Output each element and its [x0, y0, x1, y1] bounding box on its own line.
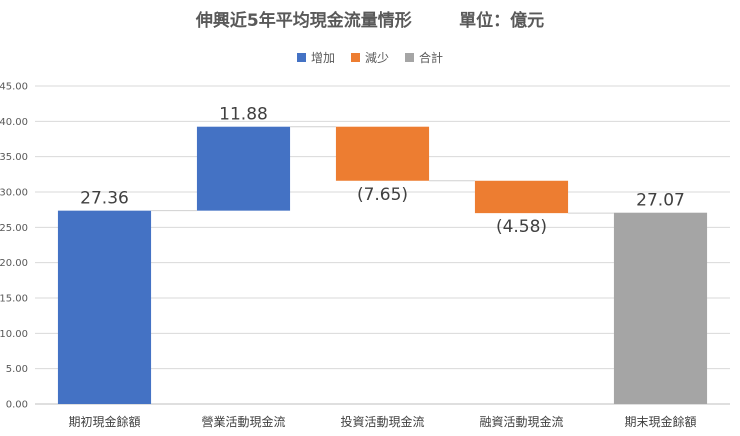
category-label: 投資活動現金流	[340, 414, 424, 429]
legend-swatch-increase	[296, 53, 306, 62]
category-label: 融資活動現金流	[479, 414, 563, 429]
y-tick-label: 40.00	[0, 117, 28, 128]
y-tick-label: 25.00	[0, 223, 28, 234]
y-tick-label: 15.00	[0, 294, 28, 305]
bar-decrease	[335, 126, 430, 181]
y-tick-label: 20.00	[0, 258, 28, 269]
legend-swatch-total	[405, 53, 414, 62]
legend: 增加 減少 合計	[0, 49, 740, 66]
y-tick-label: 45.00	[0, 82, 28, 93]
legend-label-decrease: 減少	[364, 51, 389, 65]
legend-label-increase: 增加	[310, 51, 335, 65]
category-label: 營業活動現金流	[201, 414, 285, 429]
y-tick-label: 5.00	[6, 364, 28, 375]
bar-increase	[196, 126, 291, 211]
data-label: 11.88	[219, 105, 268, 125]
data-label: 27.36	[80, 189, 129, 209]
legend-item-increase: 增加	[296, 49, 335, 66]
category-label: 期末現金餘額	[624, 414, 696, 429]
bar-increase	[57, 210, 152, 404]
legend-label-total: 合計	[419, 51, 444, 65]
bar-decrease	[474, 180, 569, 214]
data-label: 27.07	[636, 191, 685, 211]
chart-title: 伸興近5年平均現金流量情形 單位：億元	[195, 11, 545, 31]
bar-total	[613, 212, 708, 404]
y-tick-label: 35.00	[0, 152, 28, 163]
category-label: 期初現金餘額	[68, 414, 140, 429]
legend-swatch-decrease	[350, 53, 360, 62]
y-tick-label: 30.00	[0, 188, 28, 199]
y-tick-label: 10.00	[0, 329, 28, 340]
data-label: (4.58)	[496, 217, 547, 237]
y-tick-label: 0.00	[6, 400, 28, 411]
data-label: (7.65)	[357, 185, 408, 205]
legend-item-decrease: 減少	[350, 49, 389, 66]
legend-item-total: 合計	[405, 49, 443, 66]
